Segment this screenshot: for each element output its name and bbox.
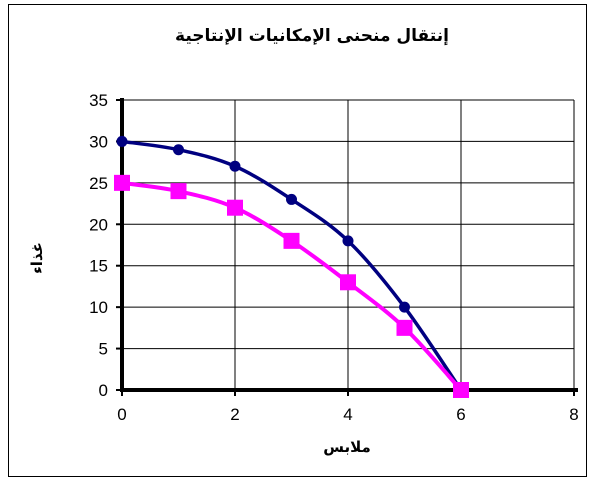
y-axis-label: غذاء (28, 242, 46, 274)
y-tick-label: 30 (89, 132, 108, 151)
series-2-marker (170, 183, 187, 200)
series-2-marker (396, 319, 413, 336)
y-tick-label: 25 (89, 174, 108, 193)
y-tick-label: 10 (89, 298, 108, 317)
series-1-marker (399, 301, 410, 313)
series-2-marker (283, 232, 300, 249)
y-tick-label: 35 (89, 91, 108, 110)
x-tick-label: 4 (343, 405, 352, 424)
x-tick-labels: 0 2 4 6 8 (117, 405, 578, 424)
y-tick-label: 15 (89, 257, 108, 276)
series-2-marker (340, 274, 356, 291)
series-1-marker (173, 144, 184, 156)
series-1-marker (286, 193, 297, 205)
series-1-marker (342, 235, 354, 247)
chart-title: إنتقال منحنى الإمكانيات الإنتاجية (175, 26, 449, 46)
series-2-marker (114, 174, 130, 191)
series-1-marker (116, 135, 128, 147)
y-tick-label: 20 (89, 215, 108, 234)
x-tick-label: 8 (569, 405, 578, 424)
series-2-marker (453, 382, 469, 398)
series-1-marker (229, 160, 241, 172)
y-tick-label: 5 (99, 340, 108, 359)
y-tick-labels: 0 5 10 15 20 25 30 35 (89, 91, 108, 400)
x-tick-label: 0 (117, 405, 126, 424)
series-layer (114, 135, 469, 398)
x-axis-label: ملابس (323, 438, 371, 456)
series-2-marker (227, 199, 243, 216)
y-tick-label: 0 (99, 381, 108, 400)
x-tick-label: 2 (230, 405, 239, 424)
x-tick-label: 6 (456, 405, 465, 424)
